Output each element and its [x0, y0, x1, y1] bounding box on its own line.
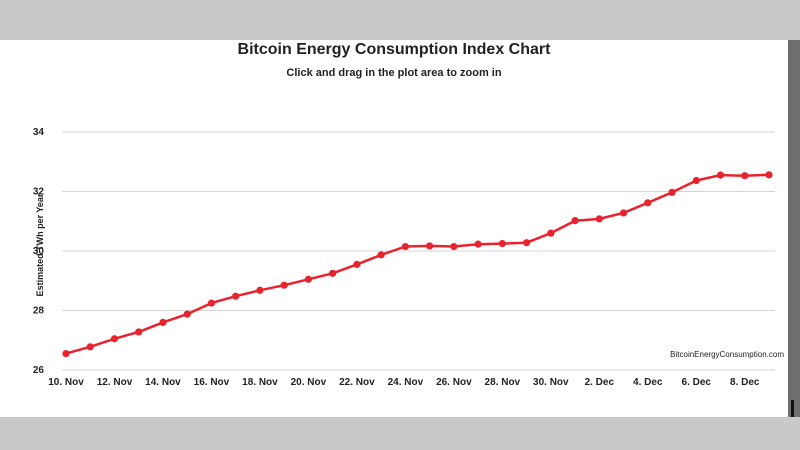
x-tick-label: 8. Dec	[730, 377, 760, 388]
data-point	[62, 350, 70, 358]
x-tick-label: 30. Nov	[533, 377, 569, 388]
cursor-mark	[791, 400, 794, 417]
y-tick-label: 28	[33, 306, 45, 317]
data-point	[692, 176, 700, 185]
data-point	[280, 281, 288, 289]
x-tick-label: 26. Nov	[436, 377, 472, 388]
y-tick-label: 34	[33, 127, 45, 138]
x-tick-label: 16. Nov	[194, 377, 230, 388]
source-credit: BitcoinEnergyConsumption.com	[670, 350, 784, 359]
data-point	[353, 260, 361, 268]
chart-panel	[0, 40, 788, 417]
data-point	[329, 269, 337, 277]
data-point	[668, 188, 676, 196]
window-edge	[788, 40, 800, 417]
x-tick-label: 18. Nov	[242, 377, 278, 388]
data-point	[377, 251, 385, 259]
x-tick-label: 4. Dec	[633, 377, 663, 388]
data-point	[741, 172, 749, 180]
data-point	[474, 240, 482, 248]
data-point	[595, 215, 603, 223]
data-point	[110, 335, 119, 343]
x-tick-label: 10. Nov	[48, 377, 84, 388]
x-tick-label: 20. Nov	[291, 377, 327, 388]
x-tick-label: 24. Nov	[388, 377, 424, 388]
y-tick-label: 30	[33, 246, 45, 257]
x-tick-label: 14. Nov	[145, 377, 181, 388]
data-point	[401, 242, 409, 251]
data-point	[426, 242, 434, 250]
data-point	[232, 292, 240, 300]
series-line	[65, 173, 770, 355]
x-tick-label: 22. Nov	[339, 377, 375, 388]
x-tick-label: 2. Dec	[585, 377, 615, 388]
data-point	[522, 239, 531, 247]
x-tick-label: 12. Nov	[97, 377, 133, 388]
x-tick-label: 28. Nov	[485, 377, 521, 388]
chart-title: Bitcoin Energy Consumption Index Chart	[237, 41, 551, 58]
data-point	[619, 209, 628, 217]
data-point	[498, 239, 506, 248]
chart-subtitle: Click and drag in the plot area to zoom …	[286, 67, 502, 79]
data-point	[547, 229, 555, 237]
data-point	[765, 171, 773, 179]
data-point	[716, 171, 725, 179]
y-tick-label: 32	[33, 187, 45, 198]
data-point	[644, 199, 652, 207]
plot-area[interactable]: 26 28 30 32 34 10. Nov 12. Nov 14. Nov 16. Nov 18…	[0, 40, 788, 417]
data-point	[159, 318, 167, 326]
data-point	[183, 310, 191, 318]
data-point	[571, 217, 579, 225]
x-tick-label: 6. Dec	[682, 377, 712, 388]
data-point	[304, 275, 313, 283]
data-point	[450, 242, 458, 251]
data-point	[256, 286, 264, 294]
y-tick-label: 26	[33, 365, 45, 376]
data-point	[207, 299, 216, 307]
data-point	[86, 343, 94, 351]
data-point	[135, 328, 143, 336]
